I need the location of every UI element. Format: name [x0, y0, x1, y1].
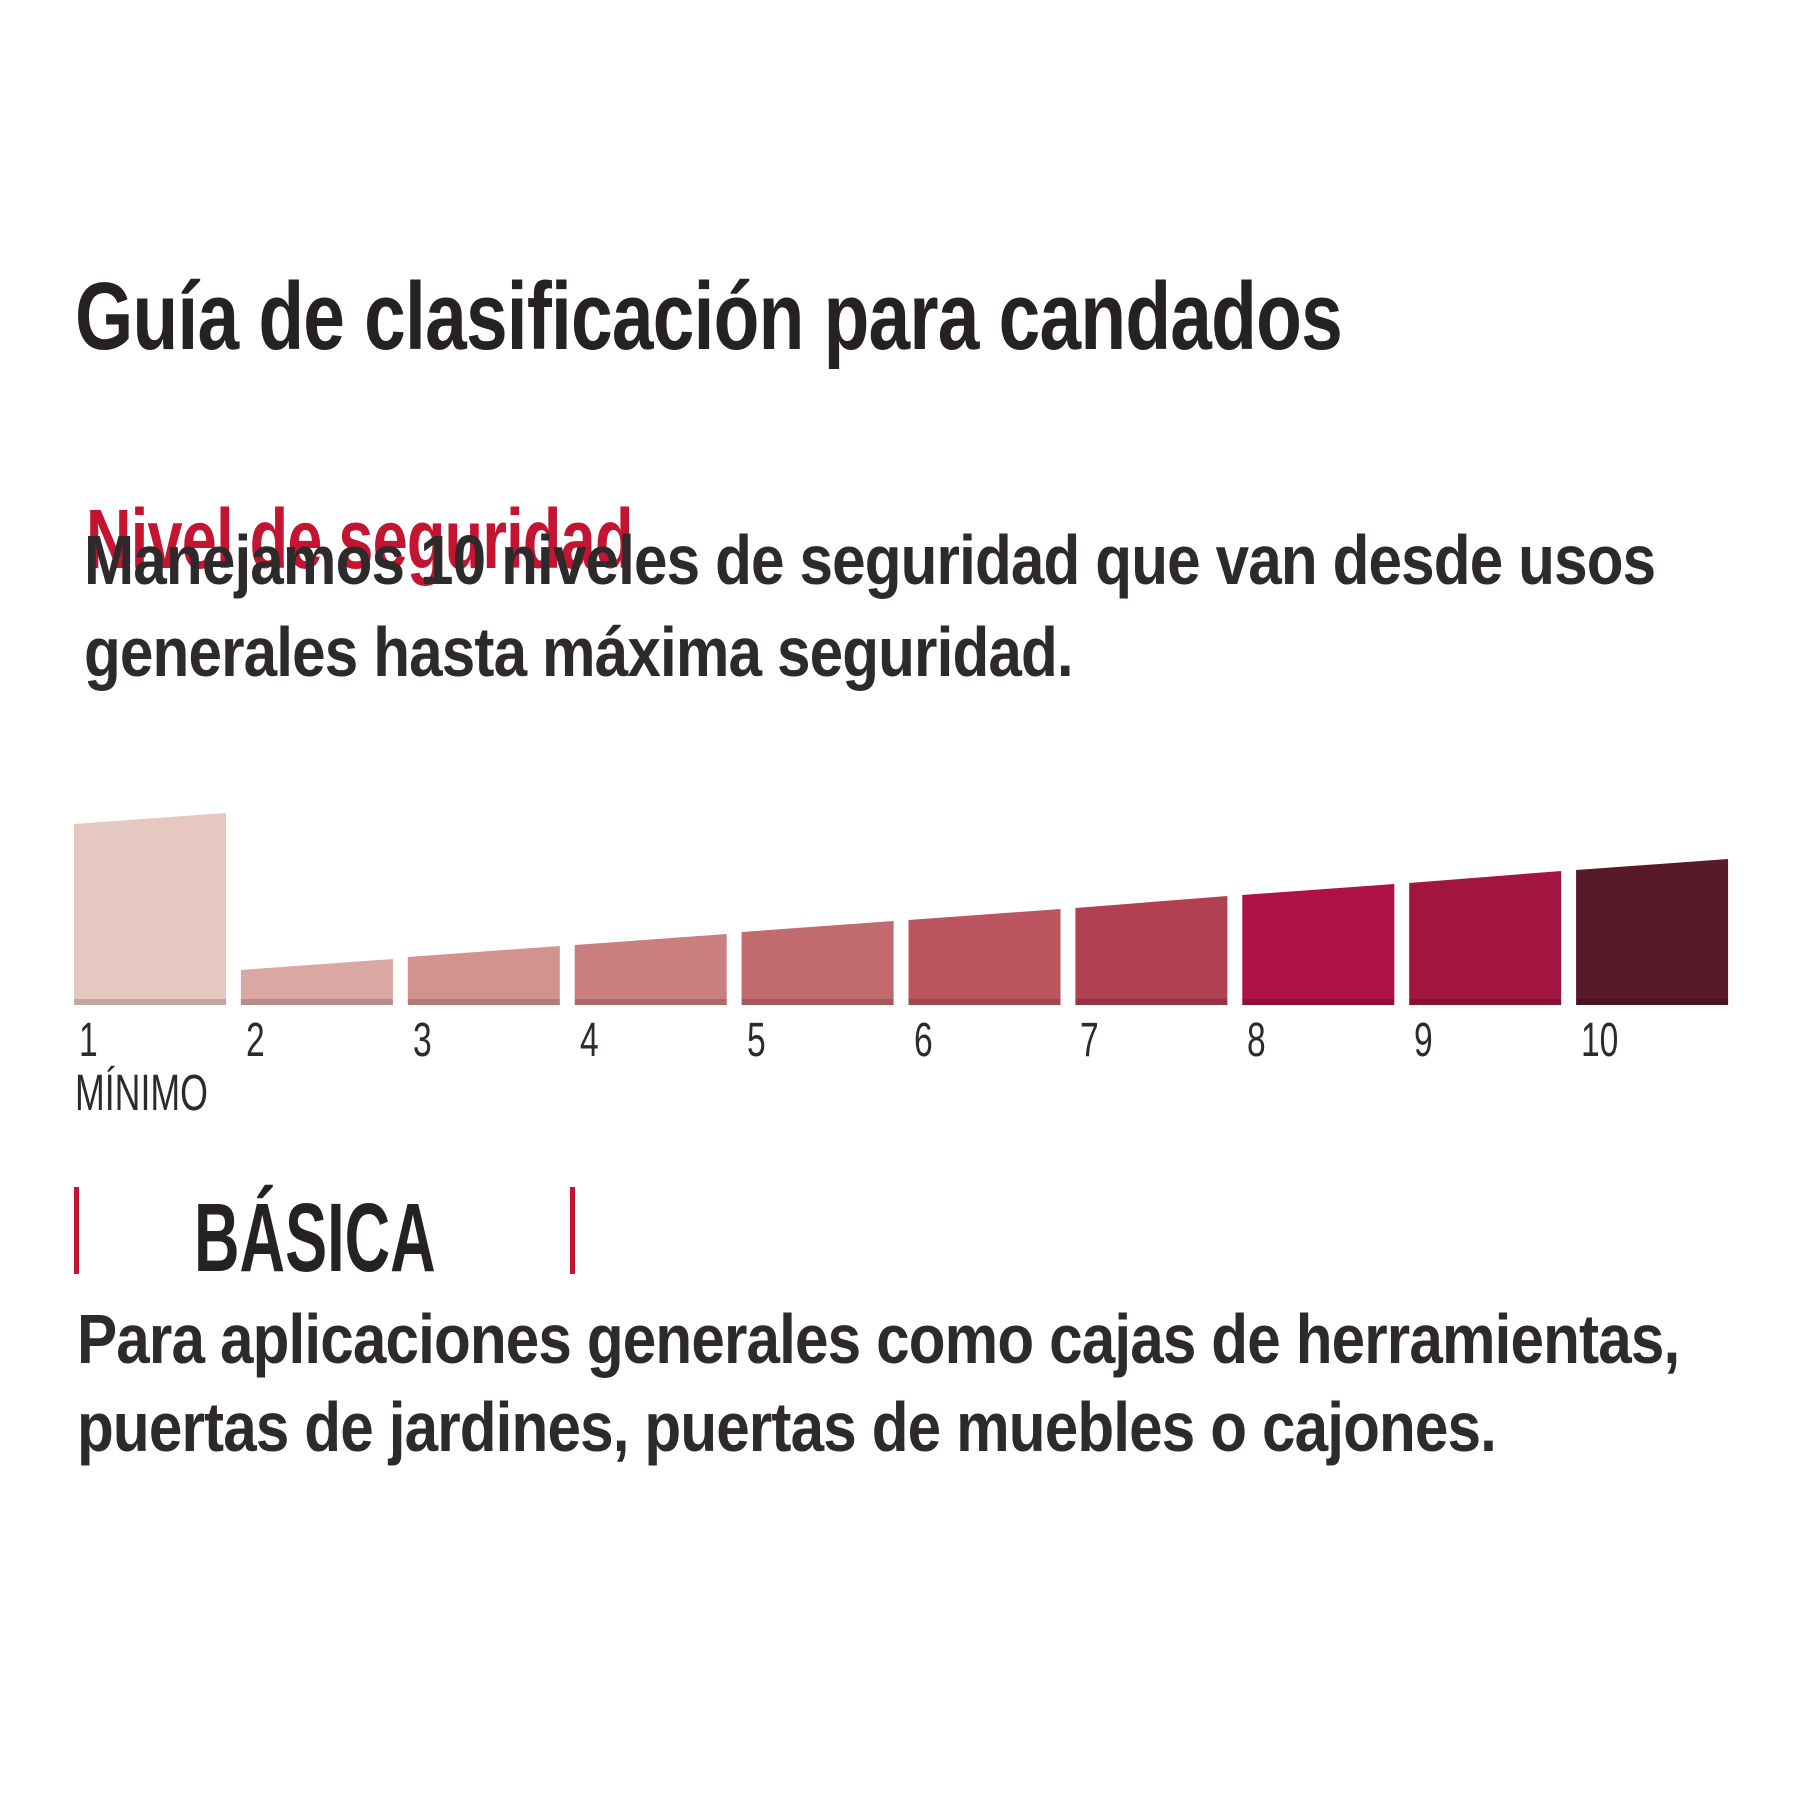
chart-bar-9-shade — [1409, 999, 1562, 1005]
security-level-chart — [74, 813, 1729, 1005]
security-description-line2: generales hasta máxima seguridad. — [84, 613, 1074, 691]
chart-bar-4-shade — [574, 999, 727, 1005]
category-left-tick — [74, 1187, 79, 1274]
chart-bar-label-10: 10 — [1581, 1014, 1619, 1067]
chart-bar-label-2: 2 — [245, 1014, 265, 1067]
chart-bar-8-shade — [1242, 999, 1395, 1005]
chart-bar-4 — [574, 934, 727, 1005]
chart-bar-7 — [1075, 896, 1228, 1005]
chart-bar-9 — [1409, 871, 1562, 1005]
chart-minimum-label: MÍNIMO — [75, 1064, 208, 1121]
chart-bar-label-6: 6 — [913, 1014, 933, 1067]
section-heading: Nivel de seguridad — [86, 491, 633, 586]
chart-bar-8 — [1242, 884, 1395, 1005]
chart-bar-label-8: 8 — [1247, 1014, 1266, 1067]
chart-bar-6-shade — [908, 999, 1061, 1005]
category-label: BÁSICA — [194, 1183, 436, 1292]
chart-bar-1 — [74, 813, 226, 1005]
chart-bar-10 — [1576, 859, 1729, 1005]
security-description-line1: Manejamos 10 niveles de seguridad que va… — [84, 521, 1656, 599]
chart-bar-7-shade — [1075, 999, 1228, 1005]
chart-bar-2 — [240, 959, 393, 1005]
chart-bar-label-3: 3 — [412, 1014, 432, 1067]
chart-bar-label-5: 5 — [746, 1014, 766, 1067]
category-description-line1: Para aplicaciones generales como cajas d… — [77, 1300, 1680, 1378]
chart-bar-label-1: 1 — [79, 1014, 98, 1067]
chart-bar-5-shade — [741, 999, 894, 1005]
chart-bar-2-shade — [240, 999, 393, 1005]
chart-bar-6 — [908, 909, 1061, 1005]
category-description-line2: puertas de jardines, puertas de muebles … — [77, 1388, 1497, 1466]
category-right-tick — [570, 1187, 575, 1274]
page-title: Guía de clasificación para candados — [75, 263, 1343, 371]
chart-bar-label-4: 4 — [579, 1014, 599, 1067]
chart-bar-3 — [407, 946, 560, 1005]
chart-bar-5 — [741, 921, 894, 1005]
chart-bar-10-shade — [1576, 999, 1729, 1005]
chart-bar-label-7: 7 — [1080, 1014, 1100, 1067]
chart-bar-label-9: 9 — [1414, 1014, 1433, 1067]
chart-bar-3-shade — [407, 999, 560, 1005]
chart-bar-1-shade — [74, 999, 226, 1005]
